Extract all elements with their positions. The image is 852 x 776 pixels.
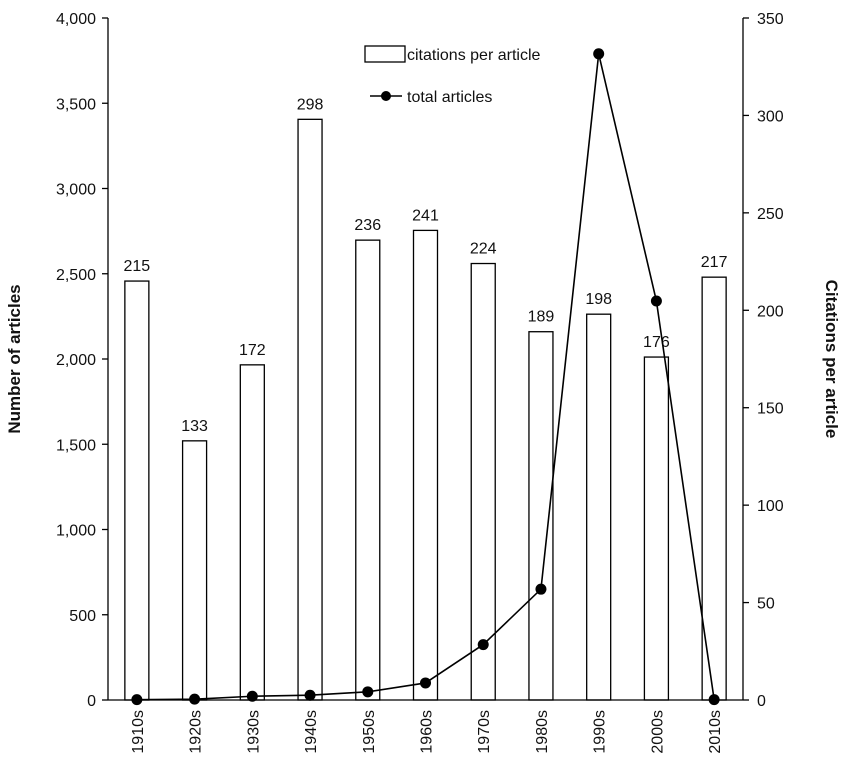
- x-tick-label: 2010s: [707, 710, 724, 754]
- bar: [297, 118, 323, 701]
- right-tick-label: 200: [757, 303, 784, 320]
- left-tick-label: 1,000: [56, 523, 96, 540]
- x-tick-label: 1960s: [419, 710, 436, 754]
- line-point: [304, 689, 316, 701]
- bar-data-label: 224: [470, 241, 497, 258]
- x-tick-label: 1940s: [303, 710, 320, 754]
- line-point: [362, 686, 374, 698]
- line-point: [593, 48, 605, 60]
- bar: [124, 280, 150, 701]
- right-axis-ticks: 0 50 100 150 200 250 300 350: [743, 11, 784, 710]
- bar: [701, 276, 727, 701]
- line-series: [131, 48, 720, 706]
- bar-data-label: 172: [239, 342, 266, 359]
- line-point: [650, 295, 662, 307]
- bar: [412, 229, 439, 701]
- bar: [181, 440, 208, 701]
- bar-data-label: 298: [297, 96, 324, 113]
- bar: [355, 239, 381, 701]
- bar-data-label: 198: [585, 291, 612, 308]
- bar: [470, 262, 496, 701]
- bar-series: [124, 118, 727, 701]
- x-tick-label: 1990s: [592, 710, 609, 754]
- legend-label-total: total articles: [407, 89, 492, 106]
- left-tick-label: 500: [69, 608, 96, 625]
- x-tick-label: 1910s: [130, 710, 147, 754]
- x-tick-label: 1980s: [534, 710, 551, 754]
- right-tick-label: 100: [757, 498, 784, 515]
- bar-data-label: 189: [528, 309, 555, 326]
- bar-data-label: 176: [643, 334, 670, 351]
- y-axis-title-left: Number of articles: [5, 284, 24, 433]
- bar-data-label: 217: [701, 254, 728, 271]
- line-point: [420, 677, 431, 689]
- line-point: [535, 583, 547, 595]
- bar-data-label: 236: [354, 217, 381, 234]
- line-point: [189, 693, 201, 705]
- bar: [586, 313, 612, 701]
- legend-bar-swatch: [364, 45, 406, 63]
- x-tick-label: 1930s: [245, 710, 262, 754]
- legend-marker: [381, 91, 391, 101]
- left-tick-label: 3,000: [56, 182, 96, 199]
- left-tick-label: 3,500: [56, 96, 96, 113]
- x-tick-label: 1920s: [188, 710, 205, 754]
- left-tick-label: 1,500: [56, 437, 96, 454]
- legend-label-citations: citations per article: [407, 47, 540, 64]
- bar-data-label: 241: [412, 207, 439, 224]
- bar: [239, 364, 265, 701]
- bar: [643, 356, 670, 701]
- right-tick-label: 150: [757, 401, 784, 418]
- left-tick-label: 0: [87, 693, 96, 710]
- x-tick-label: 1950s: [361, 710, 378, 754]
- right-tick-label: 0: [757, 693, 766, 710]
- left-tick-label: 2,000: [56, 352, 96, 369]
- right-tick-label: 300: [757, 108, 784, 125]
- x-tick-label: 2000s: [649, 710, 666, 754]
- left-axis-ticks: 0 500 1,000 1,500 2,000 2,500 3,000 3,500 4,000: [56, 11, 108, 710]
- x-axis-ticks: 1910s 1920s 1930s 1940s 1950s 1960s 1970s 1980s…: [130, 710, 724, 754]
- bar-data-label: 215: [124, 258, 151, 275]
- legend: citations per article total articles: [364, 45, 540, 106]
- right-tick-label: 250: [757, 206, 784, 223]
- right-tick-label: 50: [757, 596, 775, 613]
- right-tick-label: 350: [757, 11, 784, 28]
- line-point: [477, 639, 489, 651]
- bar-data-label: 133: [181, 418, 208, 435]
- x-tick-label: 1970s: [476, 710, 493, 754]
- y-axis-title-right: Citations per article: [822, 280, 841, 439]
- line-point: [246, 690, 258, 702]
- left-tick-label: 4,000: [56, 11, 96, 28]
- left-tick-label: 2,500: [56, 267, 96, 284]
